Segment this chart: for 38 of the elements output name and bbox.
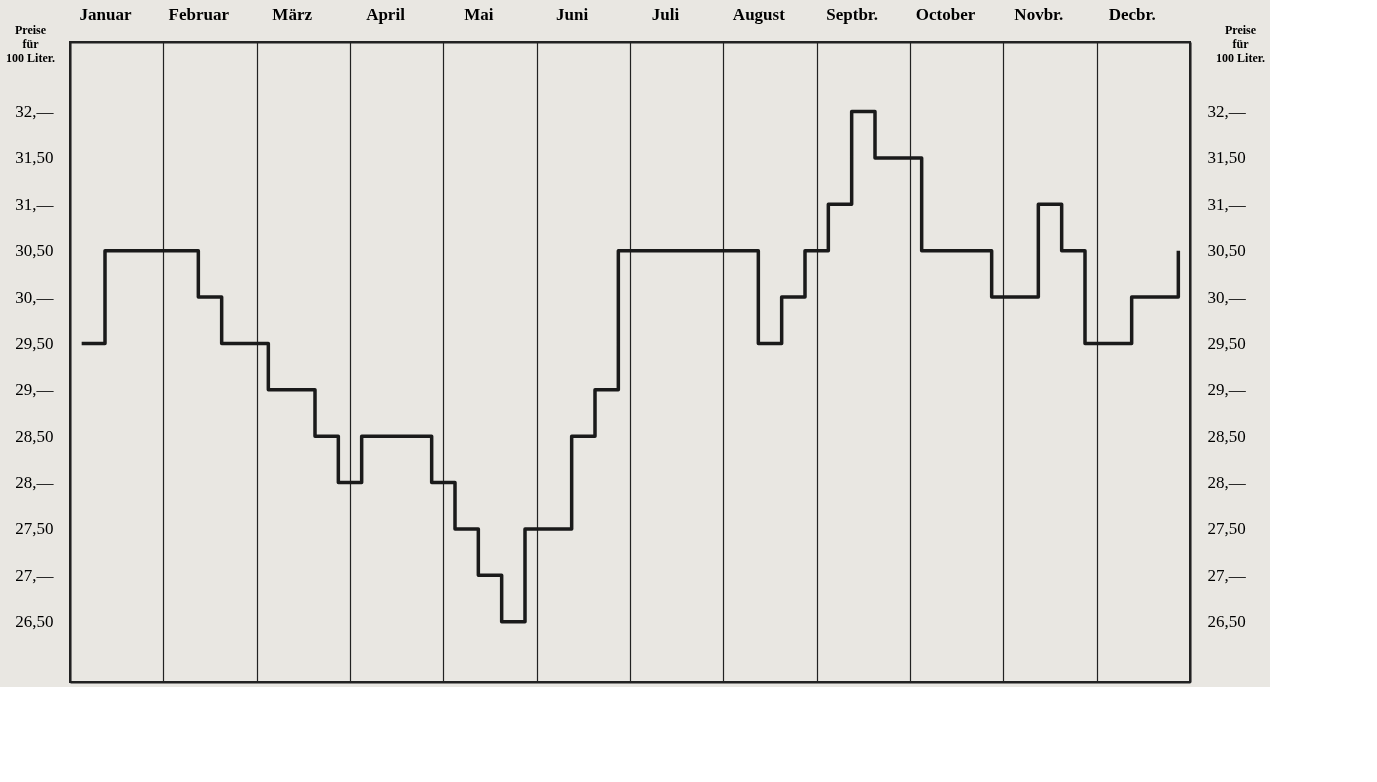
y2-tick-label: 27,— [1207,565,1247,585]
y-tick-label: 27,— [15,565,55,585]
y-tick-label: 26,50 [15,612,54,632]
x-tick-label: Mai [464,4,494,24]
y2-tick-label: 32,— [1207,102,1247,122]
y2-tick-label: 26,50 [1207,612,1246,632]
y-tick-label: 30,— [15,287,55,307]
y-tick-label: 28,— [15,473,55,493]
x-tick-label: October [915,4,976,24]
x-tick-label: März [272,4,313,24]
y2-tick-label: 28,— [1207,473,1247,493]
y-tick-label: 31,— [15,194,55,214]
y2-tick-label: 30,50 [1207,241,1246,261]
x-tick-label: Januar [79,4,132,24]
y2-axis-title: Preise für 100 Liter. [1216,22,1265,65]
x-tick-label: Decbr. [1108,4,1156,24]
x-tick-label: Septbr. [826,4,879,24]
y2-tick-label: 29,50 [1207,333,1246,353]
x-tick-label: Novbr. [1014,4,1064,24]
x-tick-label: August [732,4,786,24]
y-tick-label: 28,50 [15,426,54,446]
y-tick-label: 27,50 [15,519,54,539]
y2-tick-label: 30,— [1207,287,1247,307]
y-tick-label: 30,50 [15,241,54,261]
y2-tick-label: 31,— [1207,194,1247,214]
y-tick-label: 32,— [15,102,55,122]
y2-tick-label: 31,50 [1207,148,1246,168]
x-tick-label: April [366,4,406,24]
x-tick-label: Februar [168,4,230,24]
y-tick-label: 29,50 [15,333,54,353]
y-tick-label: 29,— [15,380,55,400]
x-tick-label: Juni [556,4,589,24]
y2-tick-label: 28,50 [1207,426,1246,446]
y2-tick-label: 27,50 [1207,519,1246,539]
y2-tick-label: 29,— [1207,380,1247,400]
x-tick-label: Juli [651,4,680,24]
y-axis-title: Preise für 100 Liter. [6,22,55,65]
y-tick-label: 31,50 [15,148,54,168]
